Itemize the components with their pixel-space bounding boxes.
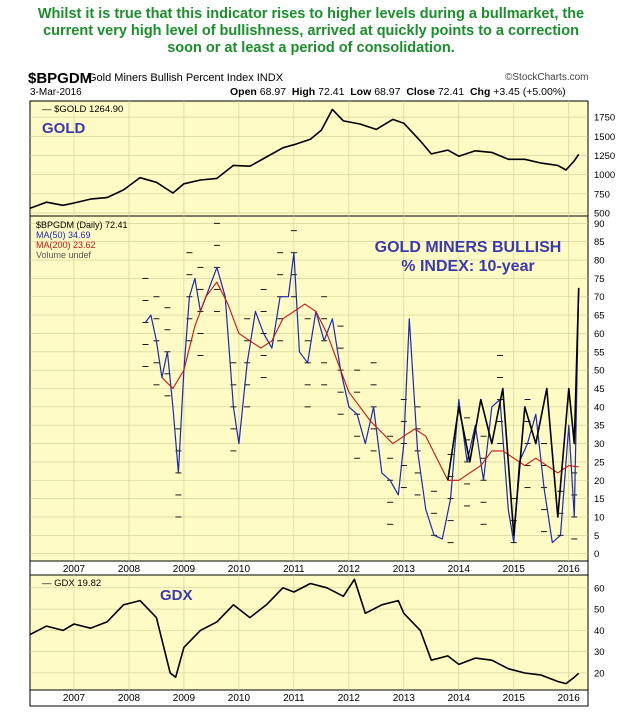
y-tick-gold-500: 500 [594,208,610,219]
header-date: 3-Mar-2016 [30,87,82,98]
chg-label: Chg [469,86,491,98]
legend-bpgdm-1: MA(50) 34.69 [36,230,91,240]
y-tick-bpgdm-45: 45 [594,384,605,395]
y-tick-gold-1250: 1250 [594,151,615,162]
y-tick-gdx-40: 40 [594,626,605,637]
y-tick-gdx-30: 30 [594,647,605,658]
y-tick-bpgdm-35: 35 [594,421,605,432]
x-tick-bottom-2009: 2009 [173,693,196,704]
y-tick-bpgdm-65: 65 [594,311,605,322]
caption: Whilst it is true that this indicator ri… [30,6,592,57]
x-tick-bottom-2015: 2015 [503,693,526,704]
series-ma200 [161,281,579,481]
open-label: Open [230,86,257,98]
y-tick-bpgdm-50: 50 [594,366,605,377]
x-tick-bottom-2012: 2012 [338,693,361,704]
panel-label-gold: GOLD [42,120,85,137]
panel-label-bpgdm-2: % INDEX: 10-year [401,258,534,275]
header-exchange: INDX [256,72,284,84]
x-tick-top-2016: 2016 [558,564,581,575]
y-tick-bpgdm-70: 70 [594,292,605,303]
x-tick-bottom-2014: 2014 [448,693,471,704]
x-tick-top-2011: 2011 [283,564,305,575]
panel-label-bpgdm-1: GOLD MINERS BULLISH [375,239,562,256]
low-value: 68.97 [374,86,401,98]
y-tick-bpgdm-60: 60 [594,329,605,340]
series-gdx [29,578,580,685]
legend-bpgdm-0: $BPGDM (Daily) 72.41 [36,220,128,230]
caption-line-1: Whilst it is true that this indicator ri… [37,6,585,22]
y-tick-bpgdm-85: 85 [594,237,605,248]
y-tick-bpgdm-15: 15 [594,494,605,505]
x-tick-bottom-2008: 2008 [118,693,141,704]
panel-label-gdx: GDX [160,587,193,604]
header-ohlc: Open 68.97 High 72.41 Low 68.97 Close 72… [230,86,566,98]
caption-line-2: current very high level of bullishness, … [43,23,579,39]
y-tick-bpgdm-10: 10 [594,512,605,523]
low-label: Low [350,86,372,98]
high-label: High [291,86,316,98]
legend-bpgdm-2: MA(200) 23.62 [36,240,96,250]
y-tick-bpgdm-55: 55 [594,347,605,358]
x-tick-top-2008: 2008 [118,564,141,575]
x-tick-bottom-2013: 2013 [393,693,416,704]
x-tick-top-2014: 2014 [448,564,471,575]
y-tick-bpgdm-80: 80 [594,256,605,267]
legend-bpgdm-3: Volume undef [36,250,92,260]
close-value: 72.41 [437,86,465,98]
y-tick-bpgdm-90: 90 [594,219,605,230]
y-tick-bpgdm-25: 25 [594,457,605,468]
y-tick-gold-750: 750 [594,189,610,200]
y-tick-bpgdm-20: 20 [594,476,605,487]
chg-value: +3.45 (+5.00%) [493,86,566,98]
header-index-name: Gold Miners Bullish Percent Index [88,72,254,84]
panel-gold [29,100,589,217]
open-value: 68.97 [259,86,287,98]
legend-gdx: — GDX 19.82 [42,578,101,589]
x-tick-top-2013: 2013 [393,564,416,575]
x-tick-bottom-2007: 2007 [63,693,86,704]
y-tick-gdx-60: 60 [594,583,605,594]
x-axis-band-bottom [29,689,589,707]
y-tick-bpgdm-5: 5 [594,531,599,542]
close-label: Close [406,86,435,98]
header-name: Gold Miners Bullish Percent Index INDX [88,72,283,84]
y-tick-gdx-20: 20 [594,668,605,679]
series-bpgdm [447,287,580,537]
y-tick-gold-1750: 1750 [594,113,615,124]
x-tick-bottom-2010: 2010 [228,693,251,704]
x-tick-top-2009: 2009 [173,564,196,575]
x-tick-top-2010: 2010 [228,564,251,575]
x-tick-bottom-2016: 2016 [558,693,581,704]
x-tick-top-2015: 2015 [503,564,526,575]
y-tick-bpgdm-75: 75 [594,274,605,285]
header-symbol: $BPGDM [28,70,93,87]
x-tick-top-2007: 2007 [63,564,86,575]
y-tick-gdx-50: 50 [594,605,605,616]
y-tick-gold-1500: 1500 [594,132,615,143]
y-tick-gold-1000: 1000 [594,170,615,181]
y-tick-bpgdm-0: 0 [594,549,599,560]
series-gold [29,108,580,210]
x-axis-band-top [29,560,589,576]
legend-gold: — $GOLD 1264.90 [42,104,123,115]
panel-gdx [29,574,589,691]
series-ma50 [144,252,580,544]
y-tick-bpgdm-30: 30 [594,439,605,450]
chart-header: $BPGDM Gold Miners Bullish Percent Index… [0,70,622,100]
y-tick-bpgdm-40: 40 [594,402,605,413]
header-source: ©StockCharts.com [505,72,589,83]
high-value: 72.41 [318,86,345,98]
caption-line-3: soon or at least a period of consolidati… [167,40,455,56]
x-tick-top-2012: 2012 [338,564,361,575]
x-tick-bottom-2011: 2011 [283,693,305,704]
